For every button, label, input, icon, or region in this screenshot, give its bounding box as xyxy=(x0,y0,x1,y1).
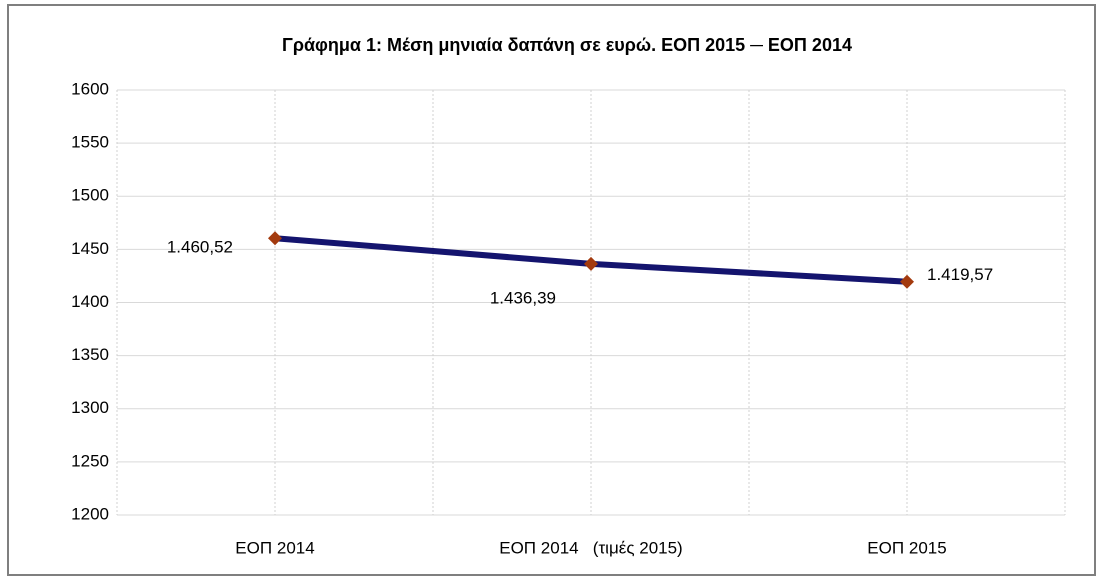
chart-title: Γράφημα 1: Μέση μηνιαία δαπάνη σε ευρώ. … xyxy=(282,35,852,55)
y-tick-label: 1600 xyxy=(71,79,109,98)
y-tick-label: 1300 xyxy=(71,398,109,417)
x-tick-label: ΕΟΠ 2015 xyxy=(867,538,946,557)
data-label: 1.460,52 xyxy=(167,238,233,257)
data-label: 1.436,39 xyxy=(490,288,556,307)
y-tick-label: 1500 xyxy=(71,186,109,205)
y-tick-label: 1450 xyxy=(71,239,109,258)
chart-frame xyxy=(7,4,1096,576)
y-tick-label: 1350 xyxy=(71,345,109,364)
y-tick-label: 1200 xyxy=(71,504,109,523)
y-tick-label: 1400 xyxy=(71,292,109,311)
x-tick-label: ΕΟΠ 2014 (τιμές 2015) xyxy=(499,538,682,557)
y-tick-label: 1550 xyxy=(71,133,109,152)
data-label: 1.419,57 xyxy=(927,265,993,284)
x-tick-label: ΕΟΠ 2014 xyxy=(235,538,314,557)
data-marker xyxy=(584,256,598,271)
data-marker xyxy=(900,274,914,289)
data-marker xyxy=(268,231,282,246)
y-tick-label: 1250 xyxy=(71,451,109,470)
